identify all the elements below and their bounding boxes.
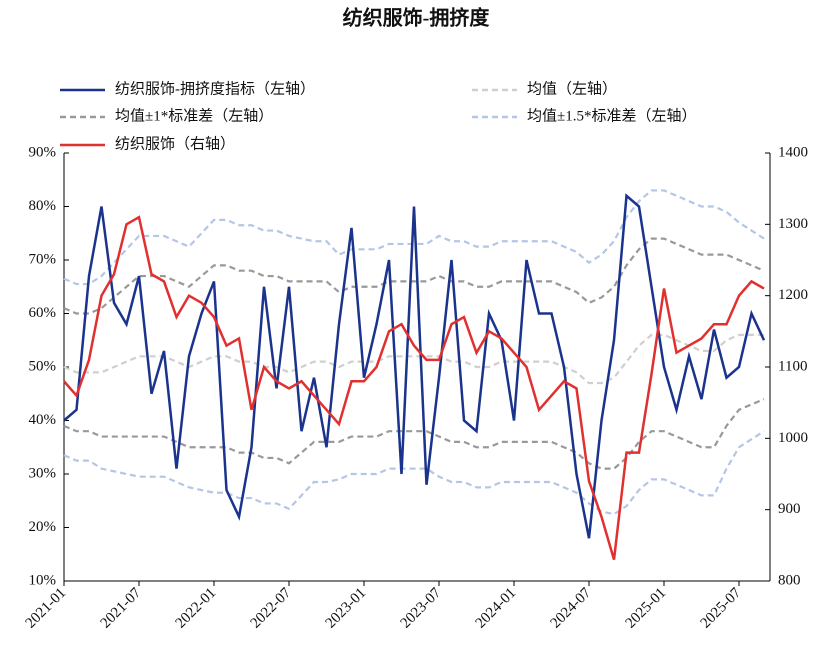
chart-title: 纺织服饰-拥挤度 <box>343 6 491 30</box>
y-tick-label: 90% <box>29 144 57 160</box>
legend-label: 均值（左轴） <box>527 80 617 97</box>
y-tick-label: 60% <box>29 305 57 321</box>
series-line <box>63 430 765 516</box>
y-tick-label: 80% <box>29 198 57 214</box>
series-line <box>63 215 765 560</box>
legend-label: 纺织服饰-拥挤度指标（左轴） <box>115 80 315 97</box>
series-line <box>63 237 765 315</box>
y-tick-label: 30% <box>29 465 57 481</box>
legend-label: 纺织服饰（右轴） <box>115 135 235 152</box>
legend-label: 均值±1*标准差（左轴） <box>115 107 273 124</box>
y2-tick-label: 1000 <box>778 430 808 446</box>
y2-tick-label: 1100 <box>778 358 807 374</box>
y-tick-label: 20% <box>29 519 57 535</box>
x-tick-label: 2025-01 <box>623 585 670 632</box>
x-tick-label: 2022-07 <box>248 585 295 632</box>
x-tick-label: 2021-07 <box>98 585 145 632</box>
x-tick-label: 2022-01 <box>173 585 220 632</box>
x-tick-label: 2023-07 <box>398 585 445 632</box>
y-tick-label: 70% <box>29 251 57 267</box>
y2-tick-label: 800 <box>778 572 801 588</box>
x-tick-label: 2023-01 <box>323 585 370 632</box>
x-tick-label: 2025-07 <box>698 585 745 632</box>
series-line <box>63 333 764 385</box>
x-tick-label: 2024-07 <box>548 585 595 632</box>
y2-tick-label: 1400 <box>778 144 808 160</box>
series-line <box>63 398 765 470</box>
y-tick-label: 40% <box>29 412 57 428</box>
legend-label: 均值±1.5*标准差（左轴） <box>527 107 696 124</box>
y2-tick-label: 1300 <box>778 216 808 232</box>
x-tick-label: 2021-01 <box>23 585 70 632</box>
series-line <box>63 189 765 286</box>
x-tick-label: 2024-01 <box>473 585 520 632</box>
y2-tick-label: 1200 <box>778 287 808 303</box>
y-tick-label: 50% <box>29 358 57 374</box>
y2-tick-label: 900 <box>778 501 801 517</box>
y-tick-label: 10% <box>29 572 57 588</box>
series-line <box>63 193 766 539</box>
